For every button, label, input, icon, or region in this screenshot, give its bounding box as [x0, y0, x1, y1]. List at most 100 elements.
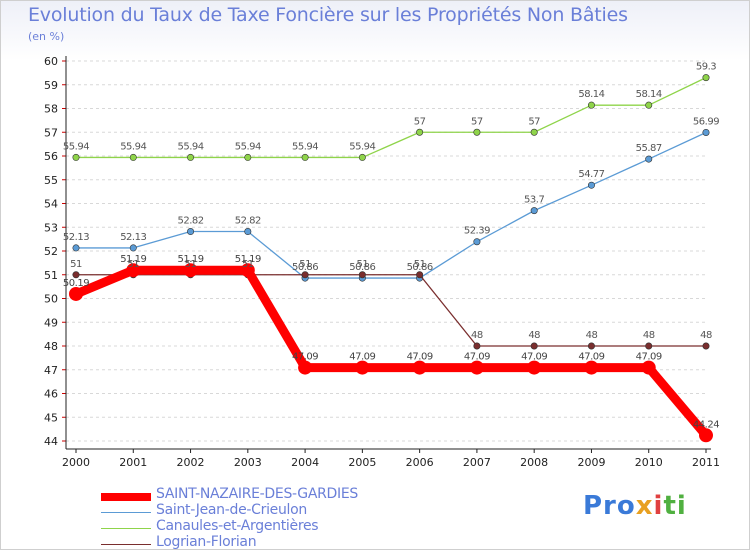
- y-tick-label: 50: [44, 293, 58, 306]
- series-line-3: [76, 274, 706, 347]
- y-tick-label: 47: [44, 364, 58, 377]
- data-label: 51: [127, 259, 139, 270]
- data-point: [126, 263, 141, 278]
- data-point: [72, 153, 80, 161]
- data-label: 48: [643, 330, 655, 341]
- data-point: [641, 360, 656, 375]
- data-label: 51: [70, 259, 82, 270]
- data-point: [530, 342, 538, 350]
- data-point: [301, 153, 309, 161]
- y-tick-label: 57: [44, 126, 58, 139]
- data-label: 52.82: [235, 216, 261, 227]
- y-tick-label: 45: [44, 411, 58, 424]
- y-tick-label: 56: [44, 150, 58, 163]
- legend-swatch: [101, 544, 151, 545]
- x-tick-label: 2006: [406, 456, 434, 469]
- data-point: [355, 360, 370, 375]
- axes: 44 45 46 47 48 49 50 51 52 53 54 55 56 57 58 59 60 2000 20…: [44, 55, 720, 469]
- data-point: [412, 360, 427, 375]
- x-tick-label: 2001: [119, 456, 147, 469]
- data-point: [244, 153, 252, 161]
- data-label: 52.82: [177, 216, 203, 227]
- data-label: 55.94: [63, 141, 89, 152]
- data-point: [72, 244, 80, 252]
- data-point: [469, 360, 484, 375]
- data-label: 51.19: [235, 254, 261, 265]
- data-label: 48: [471, 330, 483, 341]
- x-tick-label: 2003: [234, 456, 262, 469]
- brand-logo: Proxiti: [583, 491, 687, 521]
- x-tick-label: 2010: [635, 456, 663, 469]
- x-tick-label: 2008: [520, 456, 548, 469]
- data-point: [416, 128, 424, 136]
- data-point: [645, 101, 653, 109]
- data-point: [645, 155, 653, 163]
- data-point: [702, 128, 710, 136]
- data-label: 55.94: [177, 141, 203, 152]
- series-line-1: [76, 131, 707, 279]
- data-point: [473, 342, 481, 350]
- data-label: 51: [299, 259, 311, 270]
- data-label: 57: [528, 116, 540, 127]
- data-label: 51: [356, 259, 368, 270]
- x-tick-label: 2009: [577, 456, 605, 469]
- data-point: [702, 74, 710, 82]
- series-group: [69, 74, 713, 443]
- data-label: 51.19: [120, 254, 146, 265]
- data-point: [702, 342, 710, 350]
- data-point: [587, 101, 595, 109]
- legend-label: SAINT-NAZAIRE-DES-GARDIES: [156, 486, 358, 502]
- data-label: 51.19: [177, 254, 203, 265]
- legend-label: Saint-Jean-de-Crieulon: [156, 502, 307, 518]
- y-tick-label: 54: [44, 198, 58, 211]
- x-tick-label: 2000: [62, 456, 90, 469]
- data-label: 52.13: [120, 232, 146, 243]
- data-label: 53.7: [524, 195, 544, 206]
- data-label: 55.94: [235, 141, 261, 152]
- y-tick-label: 49: [44, 316, 58, 329]
- data-label: 48: [700, 330, 712, 341]
- legend-label: Logrian-Florian: [156, 534, 257, 550]
- series-line-0: [74, 265, 710, 439]
- data-label: 47.09: [521, 352, 547, 363]
- data-label: 47.09: [292, 352, 318, 363]
- data-label: 44.24: [693, 419, 719, 430]
- data-point: [240, 263, 255, 278]
- data-point: [527, 360, 542, 375]
- data-label: 57: [414, 116, 426, 127]
- data-point: [358, 271, 366, 279]
- data-point: [473, 238, 481, 246]
- legend-swatch: [101, 512, 151, 513]
- data-point: [530, 128, 538, 136]
- data-point: [298, 360, 313, 375]
- data-point: [187, 228, 195, 236]
- y-tick-label: 46: [44, 388, 58, 401]
- data-label: 47.09: [349, 352, 375, 363]
- y-tick-label: 55: [44, 174, 58, 187]
- x-tick-label: 2005: [348, 456, 376, 469]
- data-label: 50.19: [63, 278, 89, 289]
- data-point: [587, 342, 595, 350]
- data-label: 58.14: [636, 89, 662, 100]
- legend-swatch: [101, 493, 151, 501]
- y-tick-label: 59: [44, 79, 58, 92]
- data-label: 55.94: [349, 141, 375, 152]
- y-tick-label: 58: [44, 103, 58, 116]
- data-label: 51: [414, 259, 426, 270]
- data-point: [69, 286, 83, 301]
- data-label: 55.94: [292, 141, 318, 152]
- data-label: 47.09: [636, 352, 662, 363]
- y-tick-label: 60: [44, 55, 58, 68]
- data-label: 55.94: [120, 141, 146, 152]
- data-point: [183, 263, 198, 278]
- data-label: 48: [528, 330, 540, 341]
- data-point: [187, 153, 195, 161]
- x-tick-label: 2002: [177, 456, 205, 469]
- y-tick-label: 51: [44, 269, 58, 282]
- data-label: 59.3: [696, 62, 716, 73]
- data-labels: 50.19 51.19 51.19 51.19 47.09 47.09 47.09 47.09…: [63, 62, 720, 431]
- series-line-2: [76, 77, 707, 159]
- data-point: [72, 271, 80, 279]
